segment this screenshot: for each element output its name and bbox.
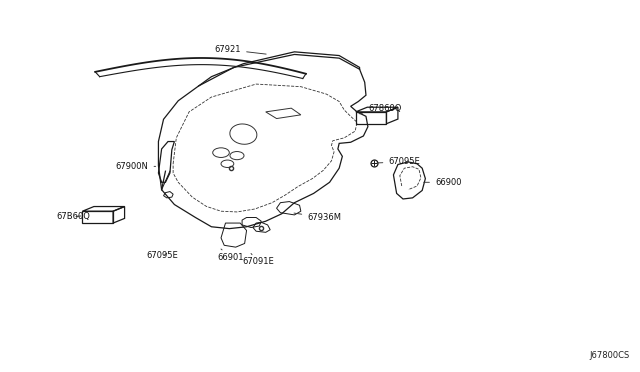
Text: 67091E: 67091E — [242, 253, 274, 266]
Text: 67095E: 67095E — [377, 157, 420, 166]
Text: 67860Q: 67860Q — [360, 104, 401, 114]
Text: 67921: 67921 — [214, 45, 266, 54]
Text: 66900: 66900 — [424, 178, 461, 187]
Text: 67900N: 67900N — [116, 162, 156, 171]
Text: 67095E: 67095E — [147, 251, 178, 260]
Text: J67800CS: J67800CS — [589, 351, 630, 360]
Text: 66901: 66901 — [218, 249, 244, 262]
Text: 67936M: 67936M — [294, 213, 341, 222]
Text: 67B60Q: 67B60Q — [56, 212, 90, 221]
